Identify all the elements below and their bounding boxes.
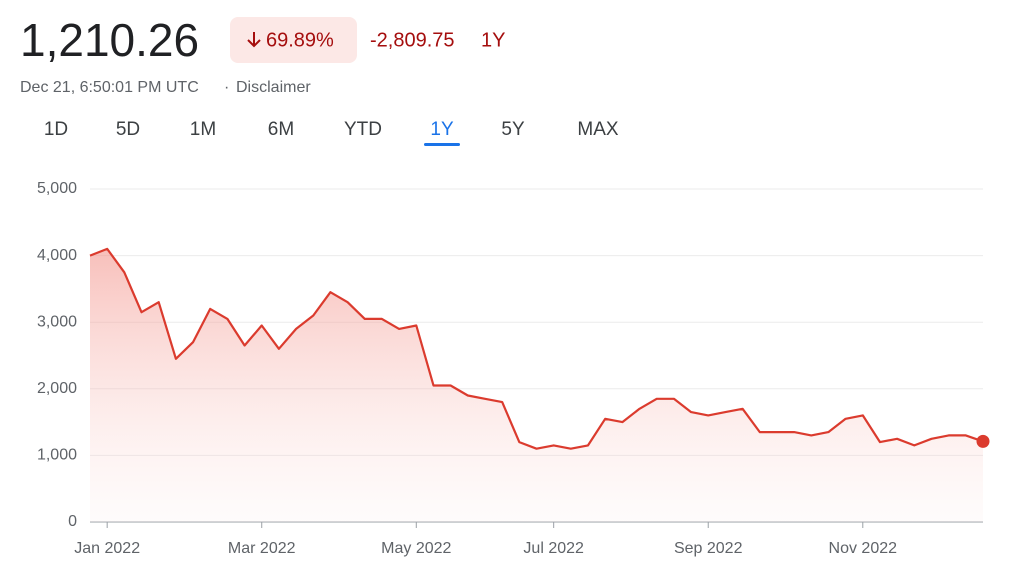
price: 1,210.26 <box>20 14 199 66</box>
separator: · <box>224 79 229 96</box>
active-tab-indicator <box>424 143 460 146</box>
area-fill <box>90 248 983 522</box>
down-arrow <box>247 32 261 48</box>
range-tabs: 1D 5D 1M 6M YTD 1Y 5Y MAX <box>44 119 619 146</box>
change-badge <box>230 17 357 63</box>
range-tab[interactable]: 6M <box>268 119 294 140</box>
change-value: -2,809.75 <box>370 29 455 51</box>
y-tick-label: 4,000 <box>37 247 77 264</box>
last-point <box>976 434 990 448</box>
change-percent: 69.89% <box>266 29 334 51</box>
y-tick-label: 3,000 <box>37 313 77 330</box>
x-tick-label: Jan 2022 <box>74 540 140 557</box>
chart: 0 1,000 2,000 3,000 4,000 5,000 Jan 2022 Mar 20… <box>37 180 990 557</box>
y-tick-label: 0 <box>68 513 77 530</box>
price-line <box>89 247 984 450</box>
x-tick-label: Sep 2022 <box>674 540 743 557</box>
y-tick-label: 2,000 <box>37 380 77 397</box>
range-tab[interactable]: 1D <box>44 119 68 140</box>
range-tab[interactable]: YTD <box>344 119 382 140</box>
timestamp: Dec 21, 6:50:01 PM UTC <box>20 79 199 96</box>
range-tab[interactable]: MAX <box>577 119 619 140</box>
disclaimer-link[interactable]: Disclaimer <box>236 79 311 96</box>
y-tick-label: 5,000 <box>37 180 77 197</box>
change-period: 1Y <box>481 29 505 51</box>
x-tick-label: Jul 2022 <box>523 540 584 557</box>
y-tick-label: 1,000 <box>37 447 77 464</box>
x-tick-label: May 2022 <box>381 540 451 557</box>
range-tab[interactable]: 5D <box>116 119 140 140</box>
range-tab[interactable]: 5Y <box>501 119 525 140</box>
range-tab[interactable]: 1Y <box>430 119 454 140</box>
x-tick-label: Nov 2022 <box>829 540 898 557</box>
range-tab[interactable]: 1M <box>190 119 216 140</box>
x-tick-label: Mar 2022 <box>228 540 296 557</box>
